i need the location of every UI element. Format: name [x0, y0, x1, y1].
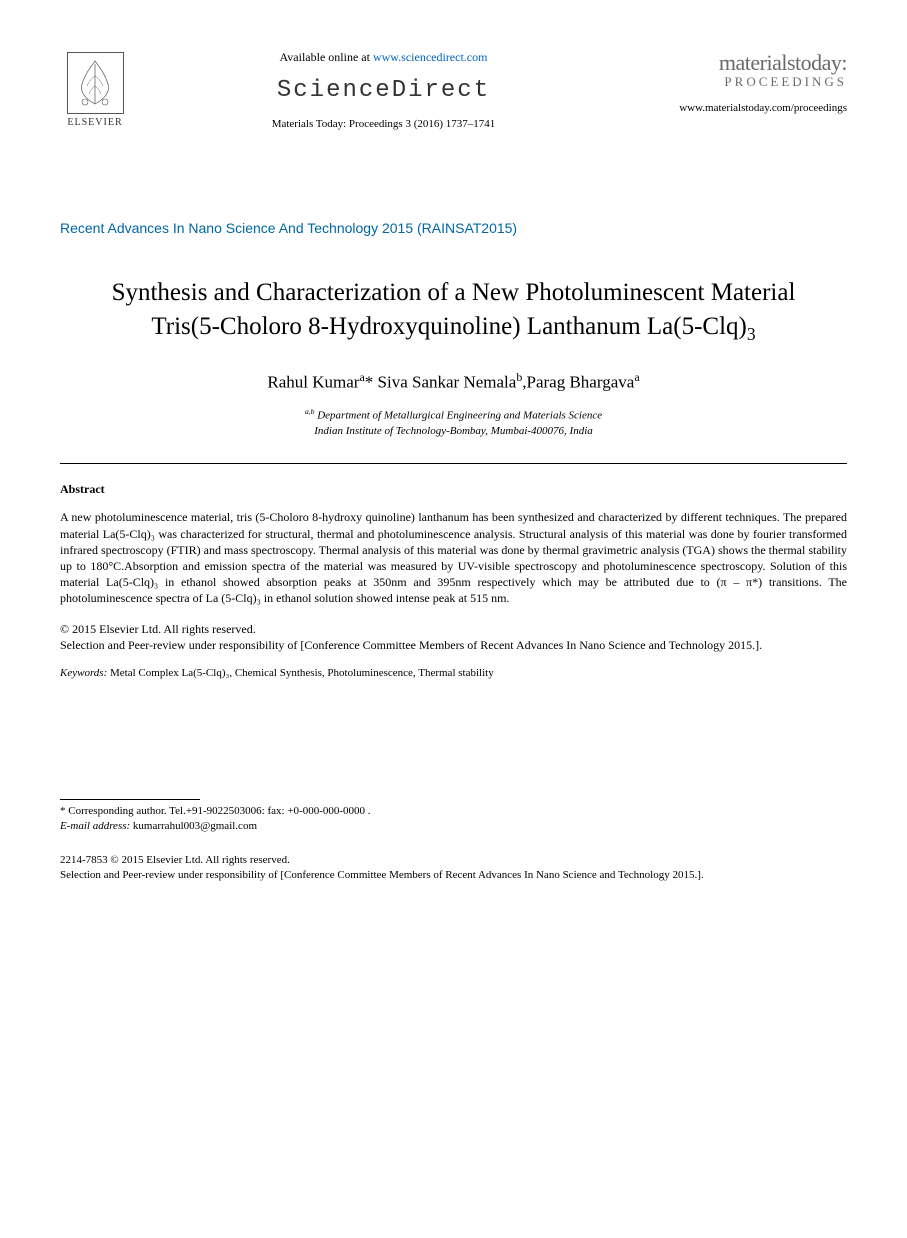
- materialstoday-url[interactable]: www.materialstoday.com/proceedings: [637, 102, 847, 114]
- issn-line: 2214-7853 © 2015 Elsevier Ltd. All right…: [60, 853, 847, 868]
- keywords-text: Metal Complex La(5-Clq)₃, Chemical Synth…: [107, 667, 493, 679]
- elsevier-logo: ELSEVIER: [60, 50, 130, 130]
- authors-line: Rahul Kumara* Siva Sankar Nemalab,Parag …: [60, 370, 847, 393]
- title-line-1: Synthesis and Characterization of a New …: [112, 279, 796, 306]
- center-header: Available online at www.sciencedirect.co…: [130, 50, 637, 130]
- email-line: E-mail address: kumarrahul003@gmail.com: [60, 819, 847, 834]
- author-3: Parag Bhargava: [527, 373, 635, 392]
- copyright-line-1: © 2015 Elsevier Ltd. All rights reserved…: [60, 622, 256, 636]
- conference-name: Recent Advances In Nano Science And Tech…: [60, 220, 847, 236]
- sciencedirect-logo: ScienceDirect: [150, 77, 617, 104]
- email-label: E-mail address:: [60, 820, 130, 832]
- divider-top: [60, 463, 847, 464]
- selection-line: Selection and Peer-review under responsi…: [60, 868, 847, 883]
- available-online-line: Available online at www.sciencedirect.co…: [150, 50, 617, 65]
- elsevier-text: ELSEVIER: [67, 117, 122, 128]
- author-1-mark: *: [365, 373, 378, 392]
- abstract-heading: Abstract: [60, 482, 847, 497]
- title-line-2: Tris(5-Choloro 8-Hydroxyquinoline) Lanth…: [151, 313, 747, 340]
- title-subscript: 3: [747, 324, 756, 344]
- email-address[interactable]: kumarrahul003@gmail.com: [130, 820, 257, 832]
- abstract-body: A new photoluminescence material, tris (…: [60, 509, 847, 606]
- elsevier-tree-icon: [67, 52, 124, 114]
- materialstoday-proceedings-text: PROCEEDINGS: [637, 74, 847, 90]
- keywords-label: Keywords:: [60, 667, 107, 679]
- header-row: ELSEVIER Available online at www.science…: [60, 50, 847, 130]
- author-2: Siva Sankar Nemala: [378, 373, 517, 392]
- author-3-sup: a: [634, 370, 639, 384]
- materialstoday-logo-text: materialstoday:: [637, 50, 847, 76]
- available-prefix: Available online at: [280, 50, 373, 64]
- footnote-rule: [60, 799, 200, 800]
- corresponding-author: * Corresponding author. Tel.+91-90225030…: [60, 804, 847, 819]
- footnote-block: * Corresponding author. Tel.+91-90225030…: [60, 804, 847, 835]
- copyright-block: © 2015 Elsevier Ltd. All rights reserved…: [60, 621, 847, 653]
- sciencedirect-link[interactable]: www.sciencedirect.com: [373, 50, 488, 64]
- affil-line-1: Department of Metallurgical Engineering …: [314, 410, 602, 422]
- materialstoday-logo-block: materialstoday: PROCEEDINGS www.material…: [637, 50, 847, 114]
- page-root: ELSEVIER Available online at www.science…: [0, 0, 907, 922]
- bottom-block: 2214-7853 © 2015 Elsevier Ltd. All right…: [60, 853, 847, 883]
- author-1: Rahul Kumar: [267, 373, 359, 392]
- citation-line: Materials Today: Proceedings 3 (2016) 17…: [150, 118, 617, 130]
- keywords-line: Keywords: Metal Complex La(5-Clq)₃, Chem…: [60, 667, 847, 679]
- copyright-line-2: Selection and Peer-review under responsi…: [60, 638, 762, 652]
- affil-line-2: Indian Institute of Technology-Bombay, M…: [314, 425, 593, 437]
- affiliation-block: a,b Department of Metallurgical Engineer…: [60, 407, 847, 439]
- article-title: Synthesis and Characterization of a New …: [60, 276, 847, 346]
